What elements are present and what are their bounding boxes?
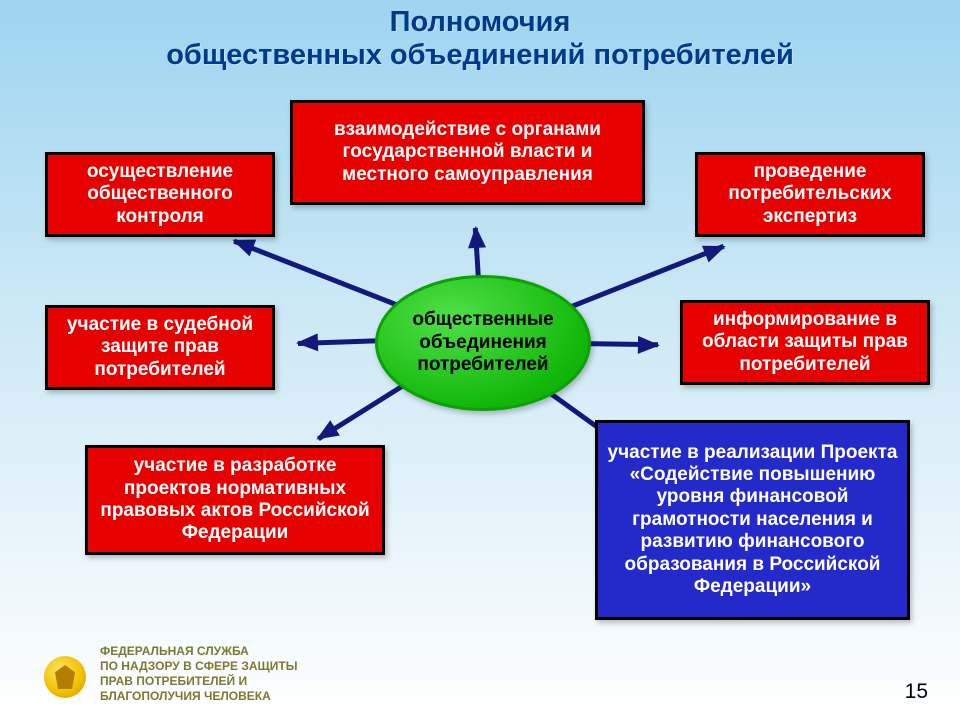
title-line-2: общественных объединений потребителей — [166, 39, 794, 71]
diagram-box-b4: участие в судебной защите прав потребите… — [45, 305, 275, 390]
center-label: общественные объединения потребителей — [378, 309, 588, 377]
arrow-1 — [473, 228, 481, 281]
title-line-1: Полномочия — [390, 6, 571, 38]
center-node: общественные объединения потребителей — [375, 275, 591, 411]
arrow-3 — [298, 338, 384, 346]
diagram-box-b5: информирование в области защиты прав пот… — [680, 300, 930, 385]
arrow-5 — [318, 378, 413, 440]
slide-title: Полномочия общественных объединений потр… — [0, 6, 960, 73]
diagram-box-b3: проведение потребительских экспертиз — [695, 152, 925, 237]
diagram-box-b6: участие в разработке проектов нормативны… — [85, 445, 385, 555]
arrow-0 — [234, 239, 400, 308]
slide: Полномочия общественных объединений потр… — [0, 0, 960, 720]
diagram-box-b2: взаимодействие с органами государственно… — [290, 100, 645, 205]
agency-emblem-icon — [44, 656, 86, 698]
page-number: 15 — [905, 680, 928, 704]
footer-agency-name: ФЕДЕРАЛЬНАЯ СЛУЖБА ПО НАДЗОРУ В СФЕРЕ ЗА… — [100, 644, 297, 704]
diagram-box-b7: участие в реализации Проекта «Содействие… — [595, 420, 910, 620]
diagram-box-b1: осуществление общественного контроля — [45, 152, 275, 237]
